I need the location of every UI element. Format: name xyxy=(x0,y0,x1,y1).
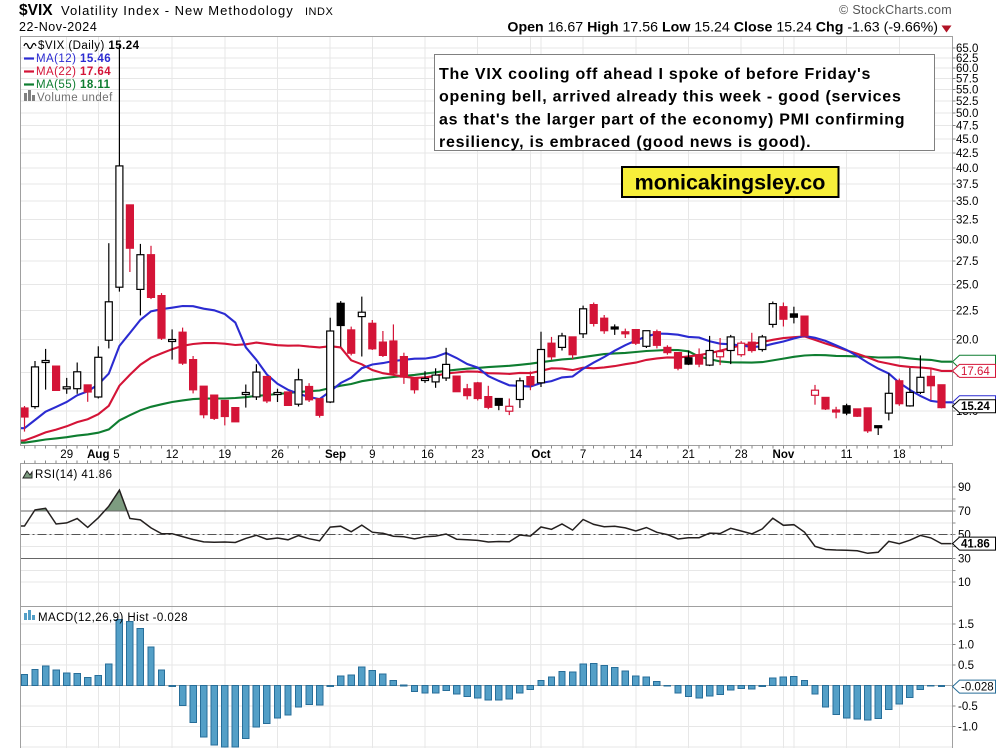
svg-text:20.0: 20.0 xyxy=(956,335,978,347)
svg-text:45.0: 45.0 xyxy=(956,134,978,146)
svg-text:65.0: 65.0 xyxy=(956,43,978,55)
svg-text:Volatility Index - New Methodo: Volatility Index - New Methodology xyxy=(61,3,294,18)
svg-text:16: 16 xyxy=(421,449,434,461)
svg-text:Volume undef: Volume undef xyxy=(37,92,113,104)
svg-text:9: 9 xyxy=(369,449,375,461)
svg-text:monicakingsley.co: monicakingsley.co xyxy=(635,171,826,195)
svg-text:-0.028: -0.028 xyxy=(961,682,994,694)
svg-text:32.5: 32.5 xyxy=(956,215,978,227)
svg-text:30.0: 30.0 xyxy=(956,234,978,246)
svg-text:23: 23 xyxy=(471,449,484,461)
svg-text:-1.0: -1.0 xyxy=(958,721,978,733)
svg-text:Sep: Sep xyxy=(325,449,346,461)
svg-text:as that's the larger part of t: as that's the larger part of the economy… xyxy=(439,111,905,128)
svg-text:28: 28 xyxy=(735,449,748,461)
svg-text:15.24: 15.24 xyxy=(961,401,990,413)
svg-text:42.5: 42.5 xyxy=(956,148,978,160)
svg-text:29: 29 xyxy=(60,449,73,461)
svg-text:1.0: 1.0 xyxy=(958,640,974,652)
svg-text:Aug: Aug xyxy=(87,449,109,461)
svg-text:50.0: 50.0 xyxy=(956,108,978,120)
svg-text:57.5: 57.5 xyxy=(956,73,978,85)
svg-text:47.5: 47.5 xyxy=(956,121,978,133)
svg-text:40.0: 40.0 xyxy=(956,163,978,175)
svg-text:MA(55) 18.11: MA(55) 18.11 xyxy=(36,79,111,91)
svg-text:Open 16.67 High 17.56 Low 15.2: Open 16.67 High 17.56 Low 15.24 Close 15… xyxy=(507,20,938,36)
svg-text:55.0: 55.0 xyxy=(956,84,978,96)
svg-text:5: 5 xyxy=(113,449,119,461)
svg-text:37.5: 37.5 xyxy=(956,179,978,191)
svg-text:opening bell, arrived already: opening bell, arrived already this week … xyxy=(439,89,902,106)
svg-text:© StockCharts.com: © StockCharts.com xyxy=(839,3,952,17)
svg-text:RSI(14) 41.86: RSI(14) 41.86 xyxy=(35,469,112,481)
svg-text:22-Nov-2024: 22-Nov-2024 xyxy=(19,20,97,34)
svg-text:18: 18 xyxy=(893,449,906,461)
svg-text:21: 21 xyxy=(682,449,695,461)
svg-text:90: 90 xyxy=(958,482,971,494)
svg-text:60.0: 60.0 xyxy=(956,63,978,75)
svg-text:10: 10 xyxy=(958,577,971,589)
svg-text:70: 70 xyxy=(958,506,971,518)
svg-text:12: 12 xyxy=(166,449,179,461)
svg-text:The VIX cooling off ahead I sp: The VIX cooling off ahead I spoke of bef… xyxy=(439,66,871,83)
svg-text:Oct: Oct xyxy=(531,449,550,461)
svg-text:17.64: 17.64 xyxy=(961,366,990,378)
svg-text:22.5: 22.5 xyxy=(956,306,978,318)
svg-text:19: 19 xyxy=(218,449,231,461)
svg-text:INDX: INDX xyxy=(305,6,333,18)
svg-text:62.5: 62.5 xyxy=(956,53,978,65)
svg-text:resiliency, is embraced (good: resiliency, is embraced (good news is go… xyxy=(439,134,811,151)
svg-text:35.0: 35.0 xyxy=(956,196,978,208)
svg-text:11: 11 xyxy=(841,449,853,461)
svg-text:-0.5: -0.5 xyxy=(958,701,978,713)
svg-text:$VIX (Daily) 15.24: $VIX (Daily) 15.24 xyxy=(38,40,140,52)
svg-text:0.5: 0.5 xyxy=(958,660,974,672)
svg-text:1.5: 1.5 xyxy=(958,619,974,631)
svg-text:25.0: 25.0 xyxy=(956,280,978,292)
svg-text:27.5: 27.5 xyxy=(956,256,978,268)
svg-text:52.5: 52.5 xyxy=(956,96,978,108)
svg-text:41.86: 41.86 xyxy=(961,539,990,551)
svg-text:30: 30 xyxy=(958,554,971,566)
svg-text:MA(12) 15.46: MA(12) 15.46 xyxy=(36,53,111,65)
svg-text:26: 26 xyxy=(271,449,284,461)
svg-text:MA(22) 17.64: MA(22) 17.64 xyxy=(36,66,111,78)
svg-text:MACD(12,26,9) Hist -0.028: MACD(12,26,9) Hist -0.028 xyxy=(38,612,188,624)
svg-text:7: 7 xyxy=(580,449,586,461)
svg-text:Nov: Nov xyxy=(773,449,795,461)
svg-text:$VIX: $VIX xyxy=(19,2,53,19)
svg-text:14: 14 xyxy=(629,449,642,461)
